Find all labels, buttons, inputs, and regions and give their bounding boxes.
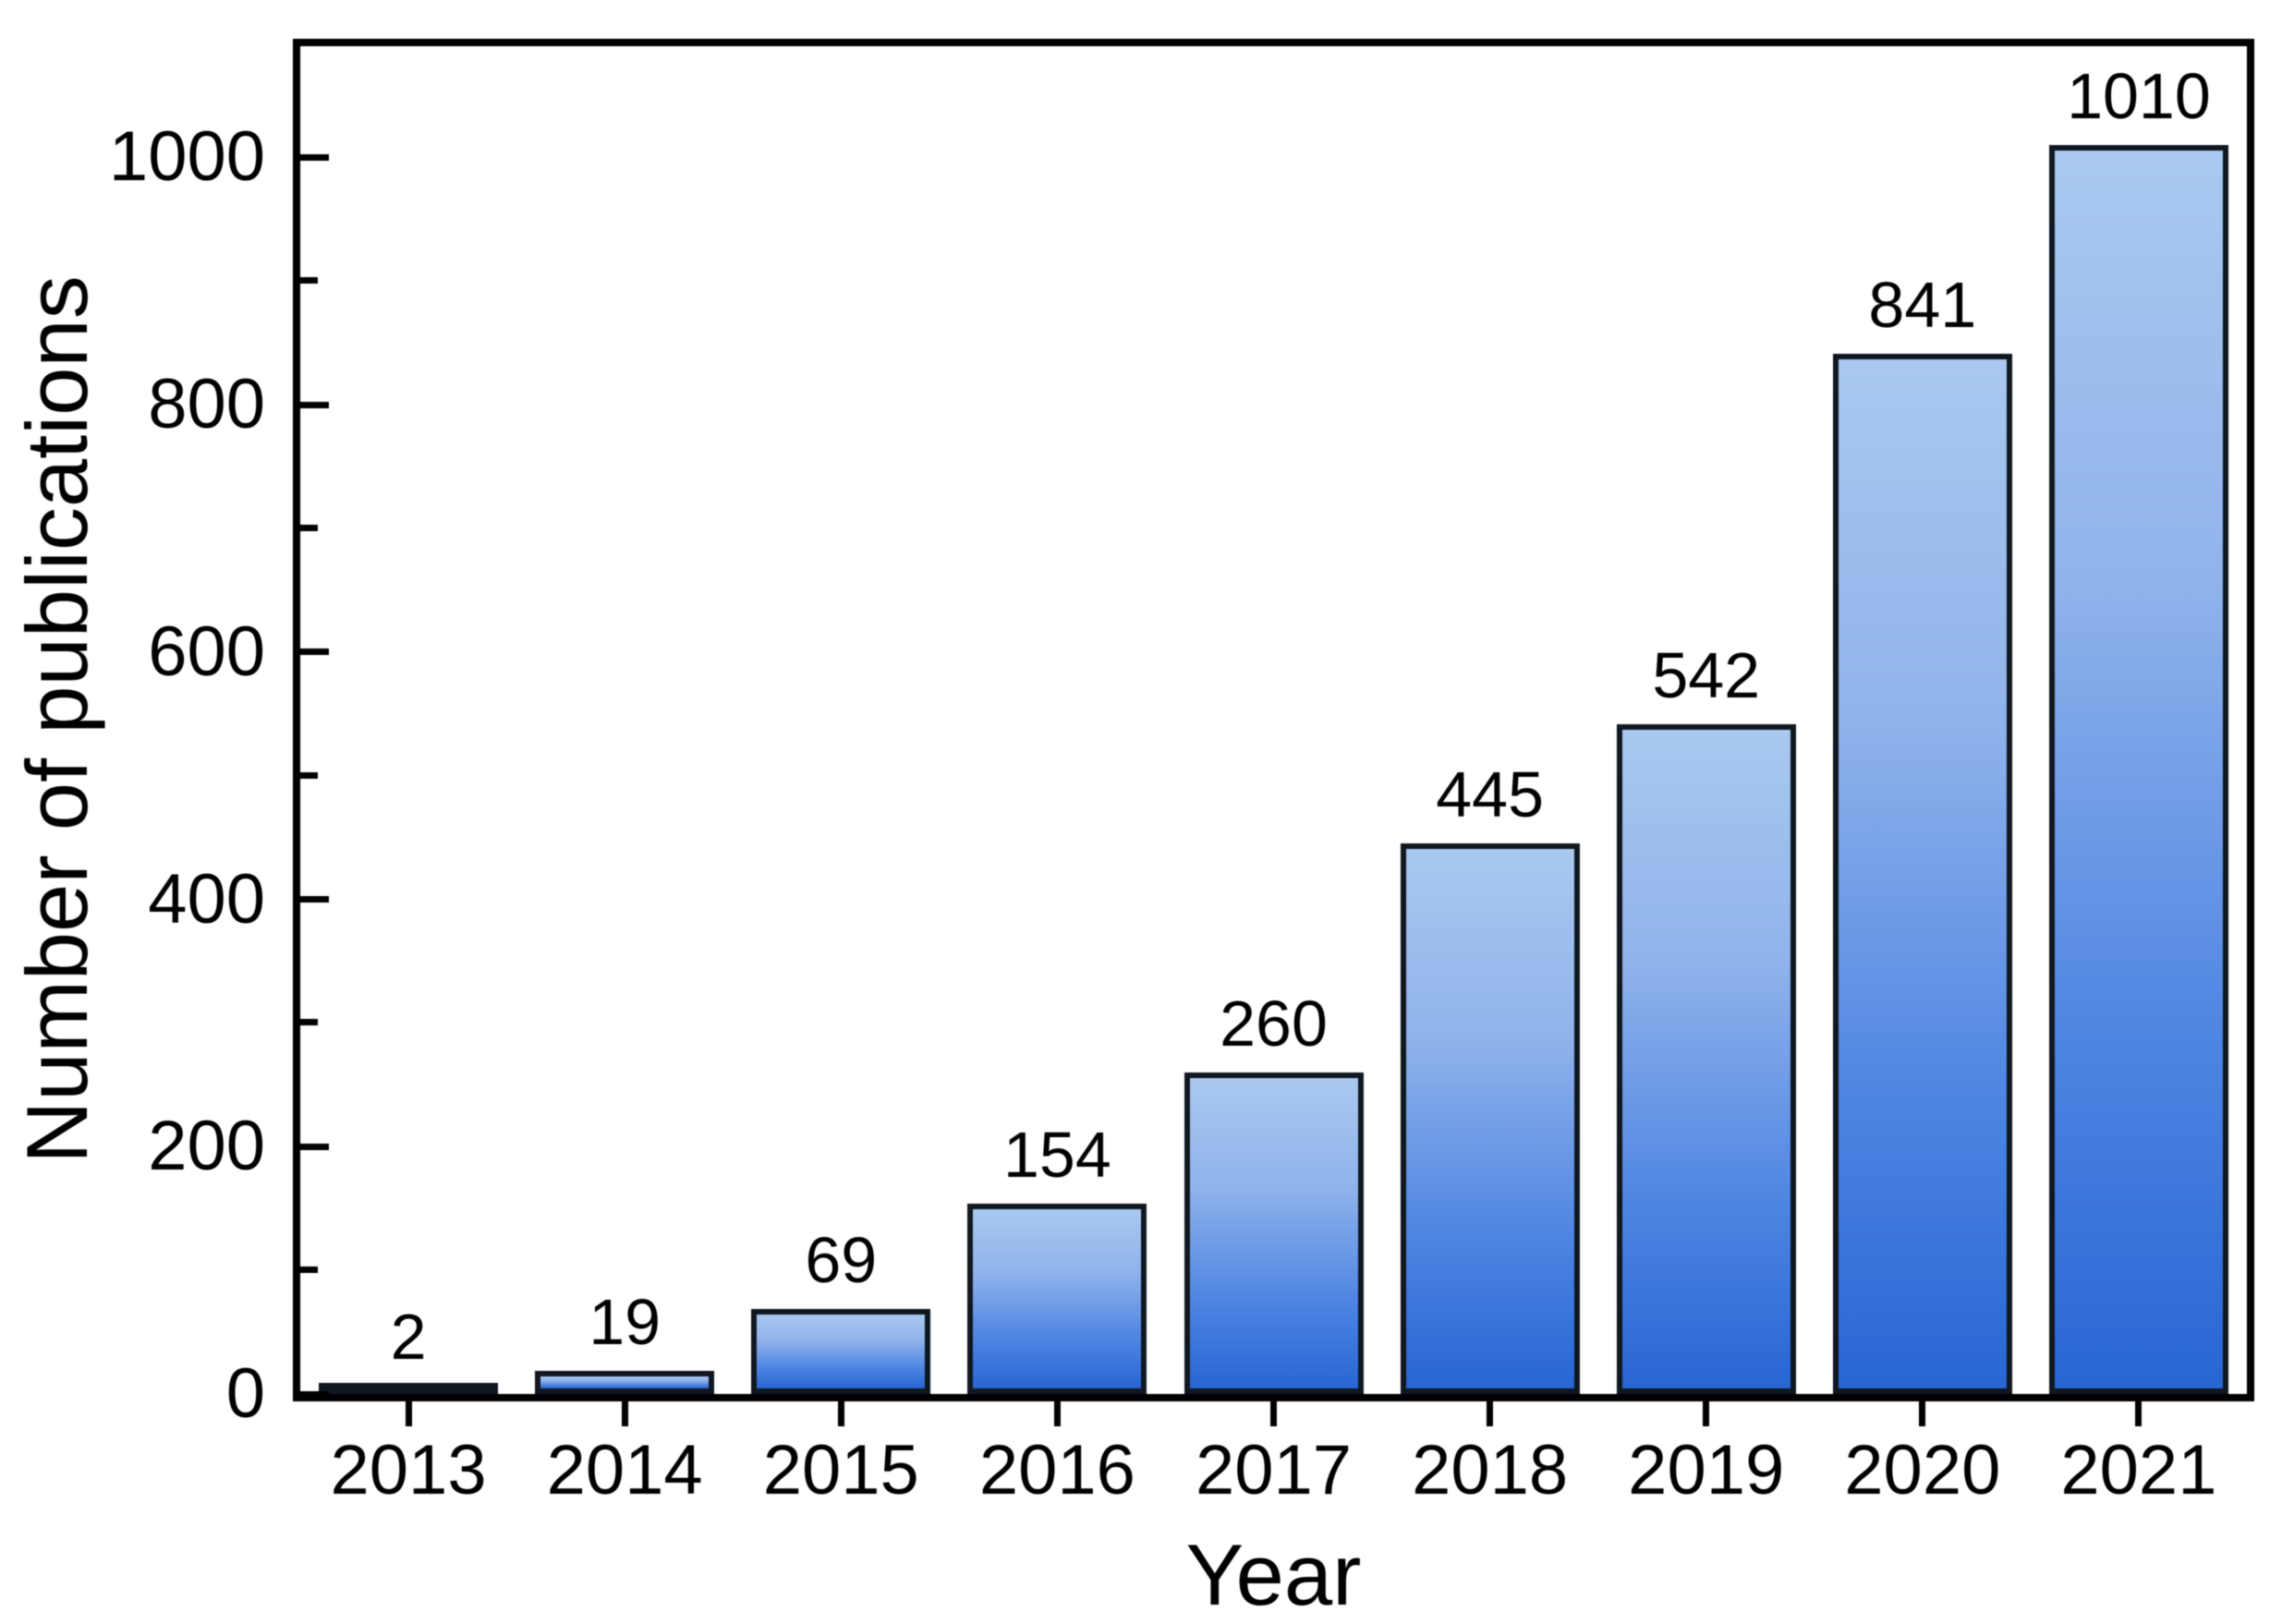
x-tick-2018 xyxy=(1487,1401,1494,1426)
bar-2016 xyxy=(967,1203,1147,1394)
x-tick-label-2015: 2015 xyxy=(762,1431,919,1509)
y-tick-label-1000: 1000 xyxy=(108,117,265,197)
bar-value-label-2015: 69 xyxy=(805,1223,878,1296)
x-tick-label-2018: 2018 xyxy=(1412,1431,1569,1509)
bar-2014 xyxy=(535,1370,715,1394)
bar-value-label-2020: 841 xyxy=(1868,269,1977,342)
y-tick-major-0 xyxy=(300,1390,329,1398)
y-tick-minor-700 xyxy=(300,525,318,532)
y-tick-major-200 xyxy=(300,1143,329,1150)
x-tick-2017 xyxy=(1270,1401,1277,1426)
x-tick-2015 xyxy=(837,1401,844,1426)
x-tick-2014 xyxy=(621,1401,628,1426)
y-tick-minor-100 xyxy=(300,1266,318,1274)
bar-2017 xyxy=(1183,1072,1364,1394)
x-axis-title: Year xyxy=(1185,1526,1362,1623)
bar-value-label-2013: 2 xyxy=(390,1301,427,1373)
bar-value-label-2018: 445 xyxy=(1436,758,1544,831)
bar-2019 xyxy=(1616,723,1796,1394)
plot-area: 2 19 69 154 260 445 542 841 1010 xyxy=(293,39,2254,1401)
bar-2013 xyxy=(319,1383,499,1394)
x-tick-label-2013: 2013 xyxy=(330,1431,487,1509)
bar-2018 xyxy=(1400,843,1580,1394)
y-tick-minor-500 xyxy=(300,771,318,779)
y-tick-major-800 xyxy=(300,401,329,408)
y-tick-label-400: 400 xyxy=(148,859,265,939)
y-tick-major-600 xyxy=(300,648,329,656)
bar-value-label-2014: 19 xyxy=(589,1285,662,1358)
bar-value-label-2021: 1010 xyxy=(2067,60,2211,133)
y-axis-ticks xyxy=(300,46,2247,1398)
x-tick-label-2016: 2016 xyxy=(978,1431,1135,1509)
y-tick-label-0: 0 xyxy=(225,1354,265,1433)
bar-value-label-2017: 260 xyxy=(1220,987,1328,1060)
x-tick-label-2019: 2019 xyxy=(1628,1431,1785,1509)
bar-2015 xyxy=(751,1308,931,1394)
y-tick-label-600: 600 xyxy=(148,612,265,691)
bar-2021 xyxy=(2048,145,2228,1394)
bars-layer: 2 19 69 154 260 445 542 841 1010 xyxy=(300,46,2247,1394)
y-tick-minor-300 xyxy=(300,1019,318,1026)
x-tick-label-2017: 2017 xyxy=(1195,1431,1353,1509)
x-tick-2016 xyxy=(1053,1401,1061,1426)
y-tick-label-800: 800 xyxy=(148,365,265,444)
x-tick-2019 xyxy=(1703,1401,1710,1426)
x-tick-label-2014: 2014 xyxy=(546,1431,703,1509)
x-tick-label-2021: 2021 xyxy=(2060,1431,2217,1509)
y-tick-minor-900 xyxy=(300,277,318,285)
bar-2020 xyxy=(1832,354,2012,1394)
x-tick-label-2020: 2020 xyxy=(1844,1431,2001,1509)
y-tick-major-1000 xyxy=(300,153,329,161)
y-tick-label-200: 200 xyxy=(148,1107,265,1186)
bar-value-label-2016: 154 xyxy=(1002,1118,1111,1191)
x-tick-2013 xyxy=(405,1401,412,1426)
x-tick-2020 xyxy=(1919,1401,1926,1426)
y-tick-major-400 xyxy=(300,896,329,903)
x-tick-2021 xyxy=(2135,1401,2142,1426)
bar-value-label-2019: 542 xyxy=(1652,638,1761,711)
